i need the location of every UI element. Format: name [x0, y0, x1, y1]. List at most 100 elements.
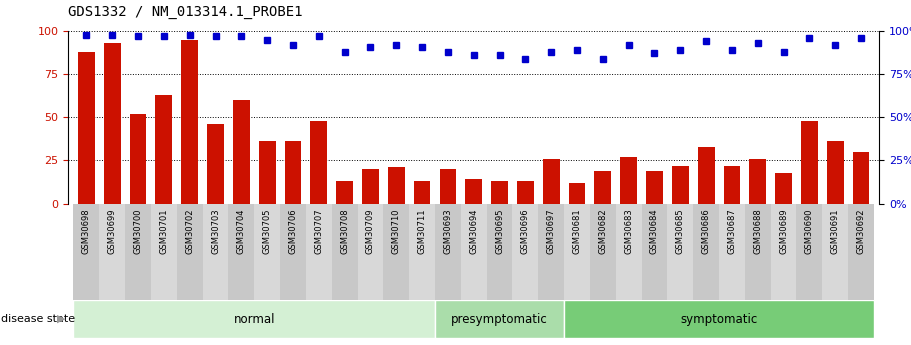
Bar: [233, 100, 250, 204]
Bar: [750, 159, 766, 204]
Bar: [641, 204, 668, 300]
Bar: [151, 204, 177, 300]
Bar: [439, 169, 456, 204]
Text: GSM30705: GSM30705: [262, 208, 271, 254]
Bar: [311, 121, 327, 204]
Text: GSM30690: GSM30690: [805, 208, 814, 254]
Bar: [801, 121, 818, 204]
Text: GSM30697: GSM30697: [547, 208, 556, 254]
Bar: [336, 181, 353, 204]
Bar: [280, 204, 306, 300]
Text: disease state: disease state: [1, 314, 75, 324]
Text: GSM30701: GSM30701: [159, 208, 169, 254]
Text: GSM30689: GSM30689: [779, 208, 788, 254]
Bar: [564, 204, 590, 300]
Bar: [461, 204, 486, 300]
Bar: [698, 147, 714, 204]
Bar: [466, 179, 482, 204]
Text: GSM30688: GSM30688: [753, 208, 763, 254]
Bar: [775, 172, 792, 204]
Text: GSM30694: GSM30694: [469, 208, 478, 254]
Bar: [129, 114, 147, 204]
Bar: [229, 204, 254, 300]
Bar: [435, 204, 461, 300]
Text: GSM30685: GSM30685: [676, 208, 685, 254]
Text: GDS1332 / NM_013314.1_PROBE1: GDS1332 / NM_013314.1_PROBE1: [68, 5, 302, 19]
Bar: [491, 181, 508, 204]
Text: GSM30710: GSM30710: [392, 208, 401, 254]
Text: GSM30687: GSM30687: [727, 208, 736, 254]
Text: normal: normal: [233, 313, 275, 326]
Text: GSM30691: GSM30691: [831, 208, 840, 254]
Bar: [745, 204, 771, 300]
Text: GSM30692: GSM30692: [856, 208, 865, 254]
Bar: [284, 141, 302, 204]
Text: GSM30711: GSM30711: [417, 208, 426, 254]
Bar: [125, 204, 151, 300]
Text: GSM30708: GSM30708: [340, 208, 349, 254]
Bar: [796, 204, 823, 300]
Text: GSM30686: GSM30686: [701, 208, 711, 254]
Text: GSM30696: GSM30696: [521, 208, 530, 254]
Bar: [590, 204, 616, 300]
Bar: [646, 171, 663, 204]
Text: symptomatic: symptomatic: [681, 313, 758, 326]
Bar: [74, 204, 99, 300]
Text: ▶: ▶: [57, 314, 66, 324]
Text: presymptomatic: presymptomatic: [451, 313, 548, 326]
Bar: [388, 167, 404, 204]
Bar: [543, 159, 559, 204]
Bar: [384, 204, 409, 300]
Text: GSM30681: GSM30681: [572, 208, 581, 254]
Bar: [568, 183, 586, 204]
Text: GSM30709: GSM30709: [366, 208, 375, 254]
Bar: [99, 204, 125, 300]
Text: GSM30699: GSM30699: [107, 208, 117, 254]
Bar: [362, 169, 379, 204]
Bar: [357, 204, 384, 300]
Text: GSM30693: GSM30693: [444, 208, 453, 254]
Text: GSM30683: GSM30683: [624, 208, 633, 254]
Text: GSM30703: GSM30703: [211, 208, 220, 254]
Text: GSM30702: GSM30702: [185, 208, 194, 254]
Bar: [414, 181, 431, 204]
Bar: [156, 95, 172, 204]
Bar: [78, 52, 95, 204]
Bar: [595, 171, 611, 204]
Text: GSM30706: GSM30706: [289, 208, 298, 254]
Bar: [723, 166, 741, 204]
Text: GSM30695: GSM30695: [495, 208, 504, 254]
Bar: [517, 181, 534, 204]
Bar: [616, 204, 641, 300]
Text: GSM30704: GSM30704: [237, 208, 246, 254]
Bar: [486, 204, 513, 300]
Bar: [668, 204, 693, 300]
Bar: [104, 43, 120, 204]
Bar: [254, 204, 280, 300]
Bar: [181, 40, 198, 204]
Bar: [435, 300, 564, 338]
Bar: [719, 204, 745, 300]
Bar: [853, 152, 869, 204]
Bar: [74, 300, 435, 338]
Bar: [620, 157, 637, 204]
Bar: [672, 166, 689, 204]
Bar: [207, 124, 224, 204]
Text: GSM30707: GSM30707: [314, 208, 323, 254]
Bar: [306, 204, 332, 300]
Bar: [564, 300, 874, 338]
Bar: [771, 204, 796, 300]
Bar: [827, 141, 844, 204]
Text: GSM30700: GSM30700: [134, 208, 142, 254]
Bar: [823, 204, 848, 300]
Bar: [202, 204, 229, 300]
Text: GSM30682: GSM30682: [599, 208, 608, 254]
Bar: [332, 204, 357, 300]
Bar: [538, 204, 564, 300]
Text: GSM30684: GSM30684: [650, 208, 659, 254]
Bar: [177, 204, 202, 300]
Bar: [513, 204, 538, 300]
Text: GSM30698: GSM30698: [82, 208, 91, 254]
Bar: [693, 204, 719, 300]
Bar: [848, 204, 874, 300]
